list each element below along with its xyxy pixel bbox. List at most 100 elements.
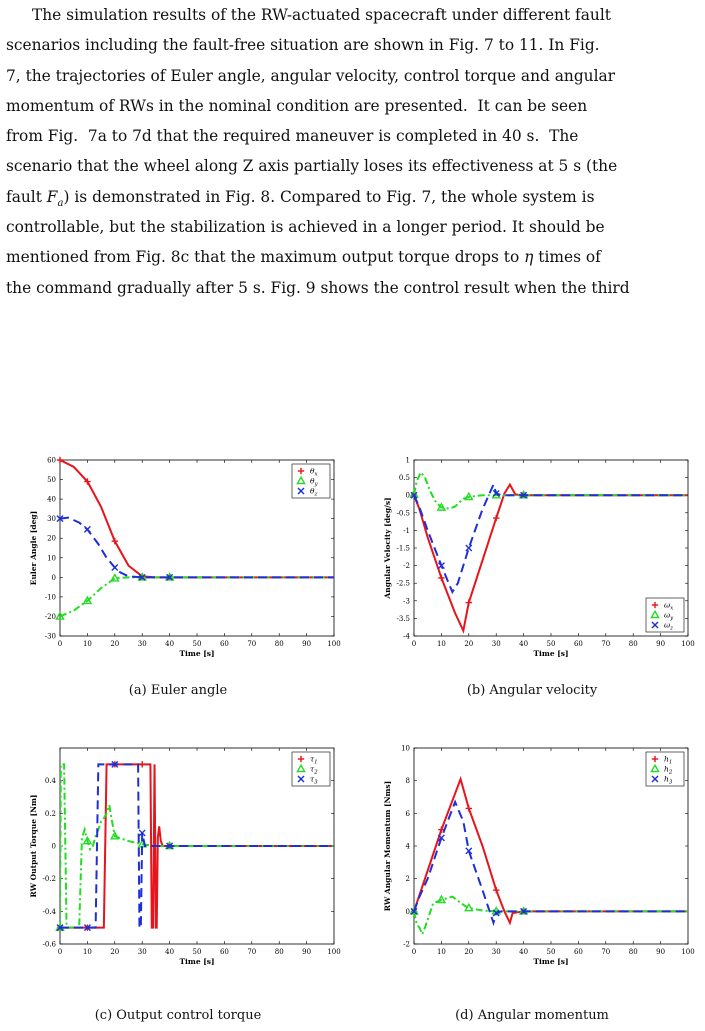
paragraph-line: momentum of RWs in the nominal condition…: [6, 96, 588, 115]
paragraph-line: 7, the trajectories of Euler angle, angu…: [6, 66, 616, 85]
x-tick-label: 80: [629, 948, 638, 956]
x-tick-label: 70: [247, 640, 256, 648]
x-tick-label: 60: [220, 640, 229, 648]
y-tick-label: -2: [403, 562, 410, 570]
data-point: [410, 491, 418, 499]
x-tick-label: 80: [629, 640, 638, 648]
x-tick-label: 80: [275, 948, 284, 956]
paragraph-line: from Fig. 7a to 7d that the required man…: [6, 127, 579, 146]
x-axis-label: Time [s]: [533, 649, 568, 658]
x-tick-label: 70: [247, 948, 256, 956]
series-line-3: [60, 516, 334, 579]
x-axis-label: Time [s]: [179, 649, 214, 658]
data-point: [492, 909, 500, 917]
legend-label: ωy: [664, 611, 674, 622]
y-tick-label: -2: [403, 941, 410, 949]
figure-euler-angle: 0 10 20 30 40 50 60 70 80 90 100 -30 -20 -10 0 10 20 30 40…: [29, 457, 341, 659]
legend-marker: [651, 755, 659, 763]
x-tick-label: 0: [58, 640, 62, 648]
y-tick-label: 0.5: [399, 474, 410, 482]
y-tick-label: 8: [406, 777, 410, 785]
x-axis-label: Time [s]: [179, 957, 214, 966]
x-axis-label: Time [s]: [533, 957, 568, 966]
y-tick-label: 10: [401, 745, 410, 753]
y-tick-label: -0.4: [43, 908, 57, 916]
y-tick-label: -10: [45, 593, 56, 601]
y-tick-label: -3.5: [397, 615, 411, 623]
x-tick-label: 100: [681, 640, 694, 648]
paragraph-line: the command gradually after 5 s. Fig. 9 …: [6, 278, 630, 297]
data-point: [409, 906, 419, 915]
x-tick-label: 0: [412, 948, 416, 956]
plot-area: [59, 459, 335, 637]
legend-label: h2: [664, 765, 673, 776]
series-line-2: [414, 895, 688, 937]
y-tick-label: 1: [406, 457, 410, 465]
y-tick-label: -0.2: [43, 875, 57, 883]
y-tick-label: 20: [47, 535, 56, 543]
y-tick-label: -1: [403, 527, 410, 535]
x-tick-label: 10: [83, 948, 92, 956]
legend-marker: [650, 763, 660, 773]
x-tick-label: 40: [165, 948, 174, 956]
figure-output-torque: 0 10 20 30 40 50 60 70 80 90 100 -0.6 -0.4 -0.2 0 0.2 0.…: [29, 747, 341, 966]
legend-marker: [651, 621, 659, 629]
data-point: [437, 834, 445, 842]
series-line-2: [414, 470, 688, 510]
data-point: [56, 515, 64, 523]
paragraph-line: fault Fa) is demonstrated in Fig. 8. Com…: [6, 187, 595, 209]
y-tick-label: -0.6: [43, 941, 57, 949]
y-axis-label: Euler Angle [deg]: [29, 511, 38, 585]
y-tick-label: 2: [406, 875, 410, 883]
data-point: [464, 491, 474, 501]
legend-label: ωz: [664, 621, 673, 632]
data-point: [139, 761, 146, 768]
x-tick-label: 0: [58, 948, 62, 956]
x-tick-label: 50: [547, 948, 556, 956]
legend-label: θz: [310, 487, 318, 498]
caption-output-torque: (c) Output control torque: [94, 1008, 262, 1023]
x-tick-label: 80: [275, 640, 284, 648]
y-tick-label: 0: [52, 574, 56, 582]
x-tick-label: 30: [492, 640, 501, 648]
y-tick-label: 10: [47, 554, 56, 562]
y-tick-label: -2.5: [397, 580, 411, 588]
x-tick-label: 20: [464, 640, 473, 648]
paragraph-line: The simulation results of the RW-actuate…: [32, 6, 611, 24]
x-tick-label: 100: [327, 948, 340, 956]
x-tick-label: 0: [412, 640, 416, 648]
y-axis-label: RW Angular Momentum [Nms]: [383, 781, 392, 911]
legend-marker: [296, 763, 306, 773]
data-point: [166, 842, 174, 850]
legend-label: θx: [310, 467, 319, 478]
paragraph-line: scenarios including the fault-free situa…: [6, 36, 600, 55]
y-tick-label: 4: [406, 843, 411, 851]
x-tick-label: 50: [193, 640, 202, 648]
y-tick-label: 50: [47, 476, 56, 484]
series-markers-3: [56, 515, 174, 581]
data-point: [493, 886, 500, 894]
series-markers-3: [410, 834, 528, 917]
x-tick-label: 50: [547, 640, 556, 648]
x-tick-label: 60: [574, 640, 583, 648]
x-tick-label: 30: [492, 948, 501, 956]
x-tick-label: 100: [327, 640, 340, 648]
legend-marker: [297, 775, 305, 783]
legend-marker: [296, 475, 306, 485]
data-point: [166, 573, 174, 581]
x-tick-label: 10: [437, 640, 446, 648]
legend-marker: [651, 601, 659, 609]
x-tick-label: 60: [574, 948, 583, 956]
paragraph-line: scenario that the wheel along Z axis par…: [6, 157, 618, 176]
y-tick-label: 6: [406, 810, 411, 818]
data-point: [111, 537, 118, 545]
legend-label: h3: [664, 775, 673, 786]
data-point: [83, 924, 91, 932]
y-tick-label: 0.4: [45, 777, 57, 785]
y-tick-label: 40: [47, 496, 56, 504]
series-line-3: [414, 481, 688, 595]
data-point: [83, 525, 91, 533]
series-line-3: [60, 763, 334, 929]
legend-label: ωx: [664, 601, 674, 612]
